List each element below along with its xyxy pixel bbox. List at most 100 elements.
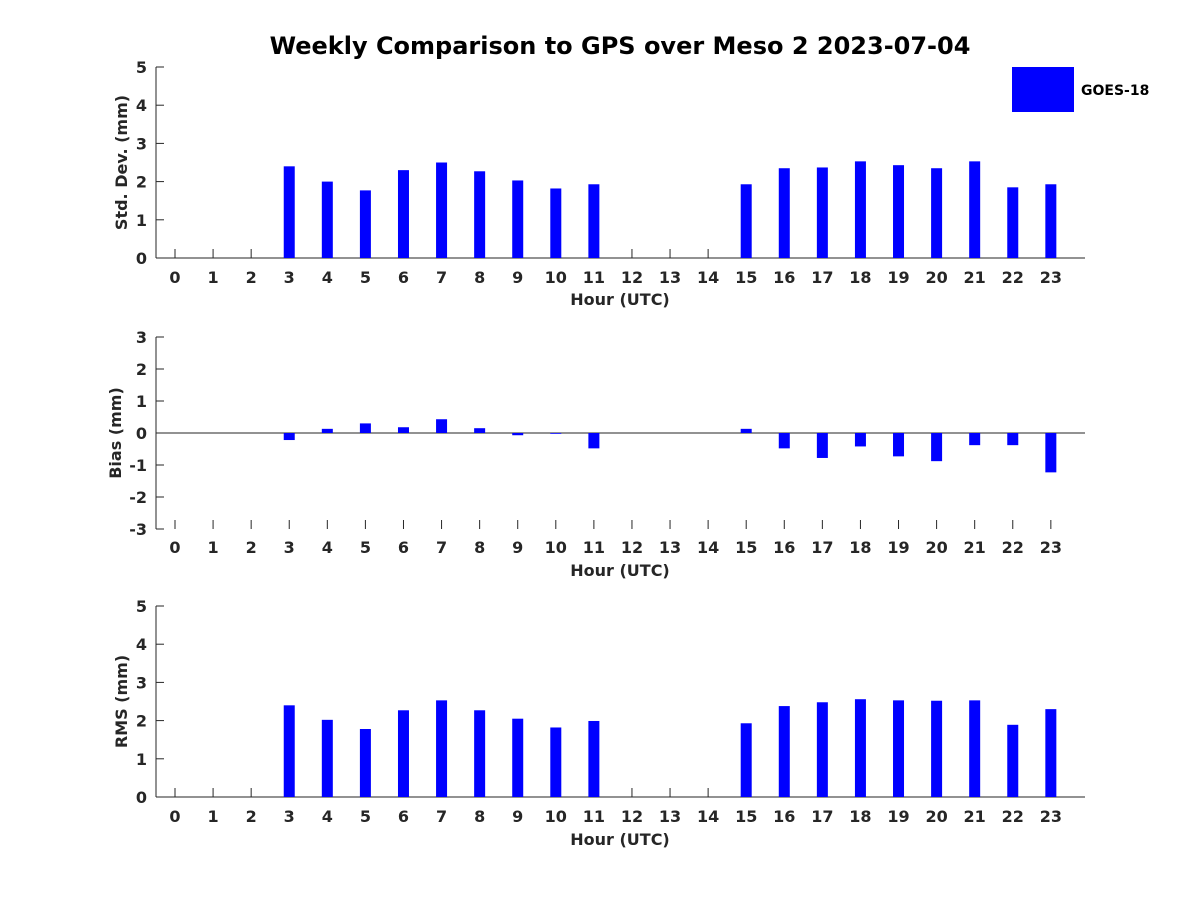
x-tick-label-rms: 7 <box>436 807 447 826</box>
x-tick-label-rms: 5 <box>360 807 371 826</box>
y-tick-label-rms: 1 <box>136 750 147 769</box>
bar-bias-hour-18 <box>854 433 866 447</box>
x-tick-label-bias: 12 <box>621 538 643 557</box>
bar-bias-hour-23 <box>1045 433 1057 473</box>
y-tick-label-std: 4 <box>136 96 147 115</box>
bar-bias-hour-15 <box>740 428 752 433</box>
bar-rms-hour-23 <box>1045 709 1057 797</box>
bar-rms-hour-10 <box>550 727 562 797</box>
x-axis-label-rms: Hour (UTC) <box>570 830 670 849</box>
bar-rms-hour-17 <box>816 702 828 797</box>
x-tick-label-rms: 13 <box>659 807 681 826</box>
y-tick-label-bias: 3 <box>136 328 147 347</box>
bar-bias-hour-4 <box>321 428 333 433</box>
bar-std-hour-17 <box>816 167 828 258</box>
x-tick-label-rms: 15 <box>735 807 757 826</box>
bar-std-hour-5 <box>359 190 371 258</box>
bar-rms-hour-9 <box>512 718 524 797</box>
x-tick-label-rms: 12 <box>621 807 643 826</box>
x-axis-label-std: Hour (UTC) <box>570 290 670 309</box>
x-tick-label-rms: 3 <box>284 807 295 826</box>
bar-std-hour-7 <box>436 162 448 258</box>
x-tick-label-bias: 21 <box>964 538 986 557</box>
bar-std-hour-18 <box>854 161 866 258</box>
bar-std-hour-19 <box>893 165 905 258</box>
x-tick-label-bias: 22 <box>1002 538 1024 557</box>
bar-bias-hour-5 <box>359 423 371 433</box>
x-tick-label-std: 21 <box>964 268 986 287</box>
bar-bias-hour-10 <box>550 433 562 434</box>
y-tick-label-bias: -3 <box>129 520 147 539</box>
x-tick-label-std: 10 <box>545 268 567 287</box>
legend-swatch-goes-18 <box>1012 67 1074 112</box>
x-tick-label-bias: 6 <box>398 538 409 557</box>
bar-rms-hour-21 <box>969 700 981 797</box>
bar-rms-hour-18 <box>854 699 866 797</box>
x-tick-label-bias: 20 <box>925 538 947 557</box>
legend: GOES-18 <box>1012 67 1149 112</box>
x-tick-label-bias: 17 <box>811 538 833 557</box>
bar-rms-hour-6 <box>397 710 409 797</box>
x-tick-label-bias: 0 <box>169 538 180 557</box>
bar-std-hour-3 <box>283 166 295 258</box>
x-tick-label-std: 11 <box>583 268 605 287</box>
bar-rms-hour-11 <box>588 720 600 797</box>
bar-std-hour-22 <box>1007 187 1019 258</box>
bar-bias-hour-20 <box>931 433 943 462</box>
x-tick-label-bias: 5 <box>360 538 371 557</box>
x-tick-label-std: 0 <box>169 268 180 287</box>
bar-rms-hour-19 <box>893 700 905 797</box>
legend-label-goes-18: GOES-18 <box>1081 83 1149 99</box>
bar-bias-hour-6 <box>397 427 409 433</box>
x-tick-label-rms: 18 <box>849 807 871 826</box>
bar-rms-hour-3 <box>283 705 295 797</box>
x-tick-label-std: 8 <box>474 268 485 287</box>
x-tick-label-bias: 13 <box>659 538 681 557</box>
bar-rms-hour-15 <box>740 723 752 797</box>
x-tick-label-rms: 8 <box>474 807 485 826</box>
y-tick-label-rms: 5 <box>136 597 147 616</box>
x-tick-label-rms: 9 <box>512 807 523 826</box>
x-tick-label-bias: 10 <box>545 538 567 557</box>
bar-std-hour-23 <box>1045 184 1057 258</box>
bar-rms-hour-4 <box>321 719 333 797</box>
y-tick-label-std: 2 <box>136 173 147 192</box>
bar-rms-hour-22 <box>1007 724 1019 797</box>
bar-rms-hour-20 <box>931 700 943 797</box>
bar-bias-hour-3 <box>283 433 295 441</box>
x-tick-label-bias: 1 <box>208 538 219 557</box>
x-tick-label-std: 23 <box>1040 268 1062 287</box>
y-tick-label-std: 1 <box>136 211 147 230</box>
bar-bias-hour-21 <box>969 433 981 446</box>
x-tick-label-std: 18 <box>849 268 871 287</box>
x-tick-label-bias: 15 <box>735 538 757 557</box>
y-tick-label-rms: 2 <box>136 712 147 731</box>
bar-bias-hour-17 <box>816 433 828 458</box>
x-tick-label-bias: 14 <box>697 538 719 557</box>
bar-bias-hour-8 <box>474 428 486 433</box>
x-tick-label-std: 12 <box>621 268 643 287</box>
chart-title: Weekly Comparison to GPS over Meso 2 202… <box>270 32 971 60</box>
bar-bias-hour-11 <box>588 433 600 449</box>
x-tick-label-std: 9 <box>512 268 523 287</box>
y-tick-label-bias: -2 <box>129 488 147 507</box>
x-tick-label-std: 1 <box>208 268 219 287</box>
x-tick-label-rms: 10 <box>545 807 567 826</box>
x-tick-label-std: 22 <box>1002 268 1024 287</box>
x-tick-label-std: 14 <box>697 268 719 287</box>
bar-std-hour-20 <box>931 168 943 258</box>
x-tick-label-rms: 21 <box>964 807 986 826</box>
x-tick-label-bias: 9 <box>512 538 523 557</box>
x-tick-label-bias: 16 <box>773 538 795 557</box>
bar-std-hour-9 <box>512 180 524 258</box>
x-tick-label-std: 19 <box>887 268 909 287</box>
x-tick-label-bias: 2 <box>246 538 257 557</box>
x-tick-label-std: 15 <box>735 268 757 287</box>
x-tick-label-rms: 0 <box>169 807 180 826</box>
y-tick-label-rms: 0 <box>136 788 147 807</box>
x-tick-label-std: 7 <box>436 268 447 287</box>
bar-bias-hour-19 <box>893 433 905 457</box>
